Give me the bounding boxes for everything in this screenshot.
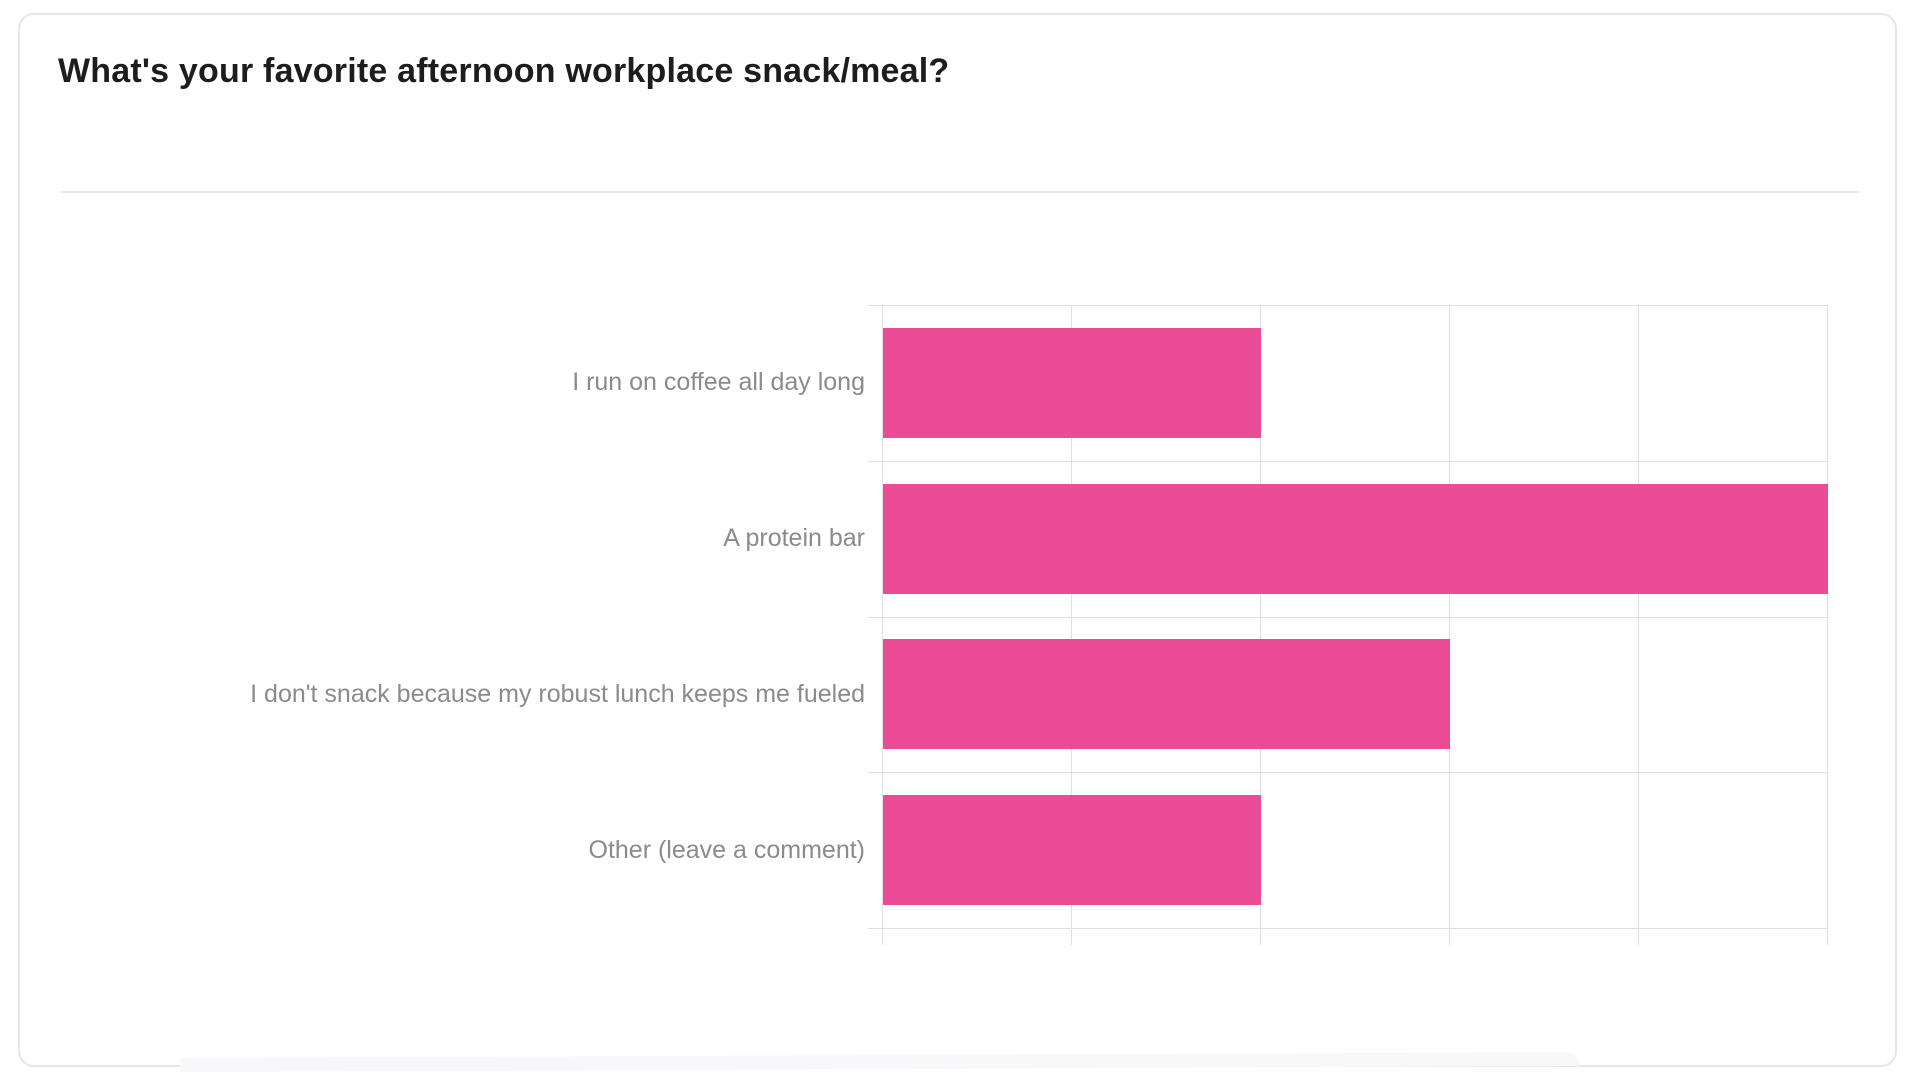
gridline-vertical (1827, 305, 1828, 945)
gridline-horizontal (868, 772, 1827, 774)
divider (61, 191, 1859, 193)
gridline-vertical (1638, 305, 1639, 945)
category-labels: I run on coffee all day long A protein ba… (42, 305, 865, 928)
poll-question: What's your favorite afternoon workplace… (58, 52, 950, 90)
bar (883, 795, 1261, 906)
gridline-horizontal (868, 928, 1827, 929)
gridline-vertical (1449, 305, 1450, 945)
gridline-horizontal (868, 616, 1827, 618)
gridline-vertical (1071, 305, 1072, 945)
gridline-horizontal (868, 460, 1827, 462)
category-label: A protein bar (723, 524, 865, 553)
category-label: I don't snack because my robust lunch ke… (250, 679, 865, 708)
category-label: Other (leave a comment) (588, 835, 866, 864)
plot-area (868, 305, 1828, 945)
gridline-vertical (882, 305, 883, 945)
bar-chart: I run on coffee all day long A protein ba… (20, 15, 1895, 1065)
gridline-horizontal (868, 305, 1827, 306)
bar (883, 327, 1261, 438)
gridline-vertical (1260, 305, 1261, 945)
bar (883, 483, 1828, 594)
bar (883, 639, 1450, 750)
category-label: I run on coffee all day long (572, 368, 865, 397)
poll-card: What's your favorite afternoon workplace… (18, 13, 1897, 1073)
